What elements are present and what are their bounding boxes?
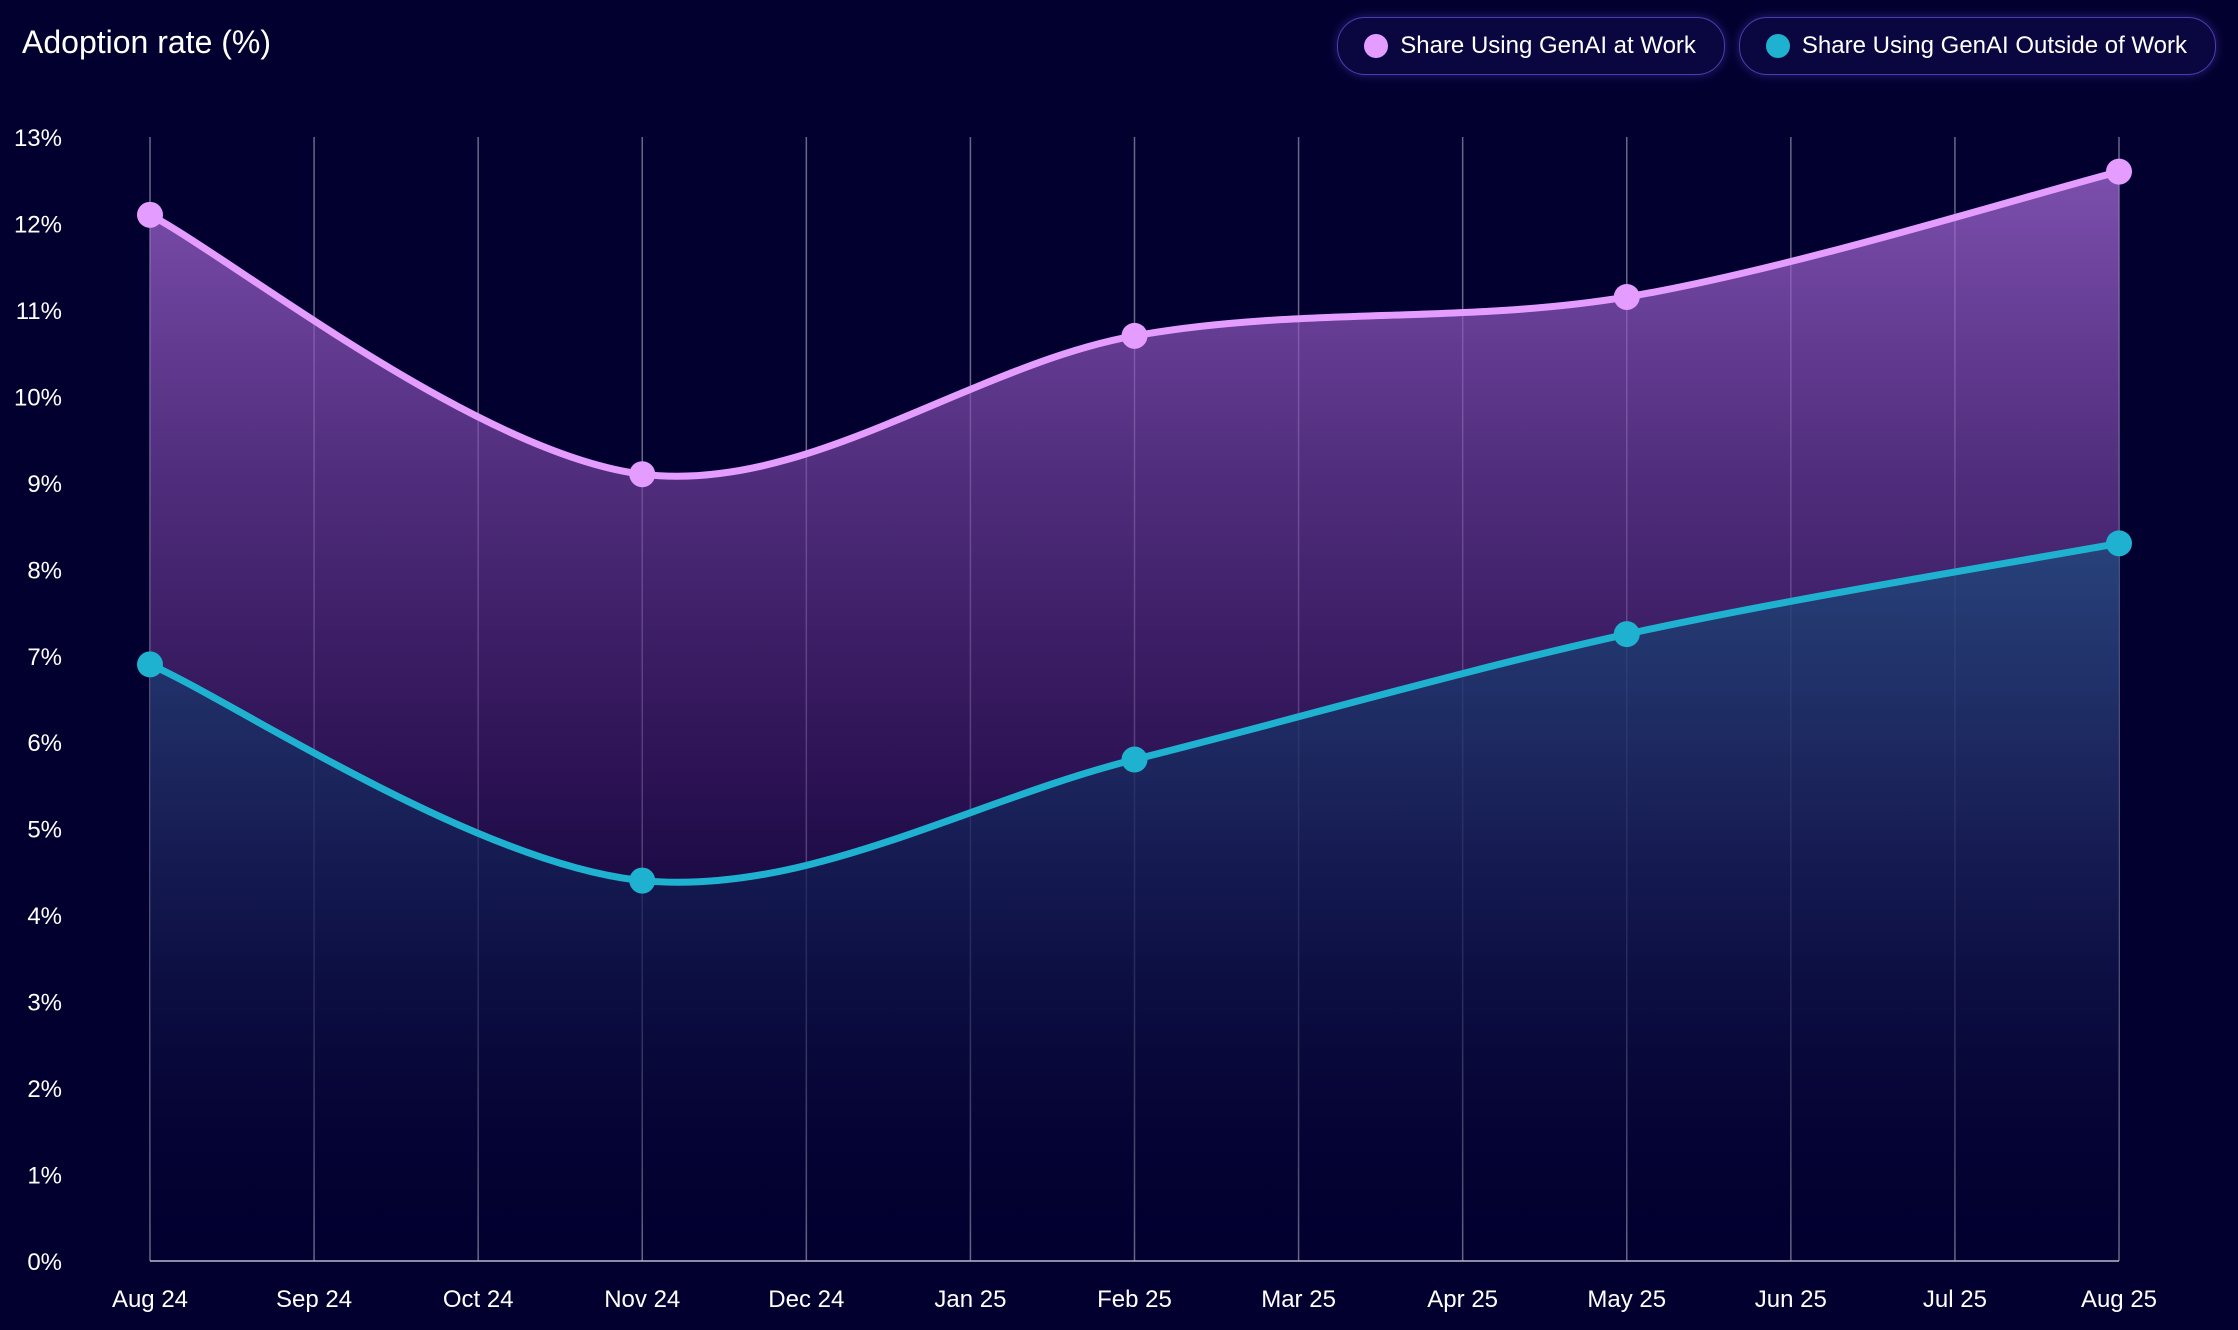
work-data-point-4 [2106, 158, 2132, 185]
y-tick-label: 9% [27, 471, 62, 498]
y-tick-label: 11% [16, 298, 62, 325]
y-tick-label: 3% [27, 990, 62, 1017]
x-tick-label: Jan 25 [934, 1286, 1006, 1313]
x-tick-label: Aug 25 [2081, 1286, 2157, 1313]
work-series-swatch-icon [1364, 34, 1389, 58]
x-tick-label: Feb 25 [1097, 1286, 1172, 1313]
y-tick-label: 12% [14, 211, 62, 238]
x-tick-label: Dec 24 [768, 1286, 844, 1313]
x-tick-label: Aug 24 [112, 1286, 188, 1313]
work-data-point-2 [1121, 322, 1148, 349]
work-data-point-0 [137, 201, 163, 228]
x-tick-label: Mar 25 [1261, 1286, 1336, 1313]
legend-item-work[interactable]: Share Using GenAI at Work [1337, 17, 1725, 75]
outside-data-point-0 [137, 651, 163, 678]
y-tick-label: 8% [27, 557, 62, 584]
x-tick-label: Apr 25 [1427, 1286, 1498, 1313]
outside-series-swatch-icon [1765, 34, 1790, 58]
x-tick-label: Nov 24 [604, 1286, 680, 1313]
y-tick-label: 1% [27, 1163, 62, 1190]
legend-label-work: Share Using GenAI at Work [1400, 32, 1696, 59]
y-tick-label: 13% [14, 125, 62, 152]
legend: Share Using GenAI at Work Share Using Ge… [1337, 17, 2216, 75]
outside-series-area [150, 543, 2119, 1261]
legend-item-outside[interactable]: Share Using GenAI Outside of Work [1738, 17, 2216, 75]
y-tick-label: 2% [27, 1076, 62, 1103]
y-tick-label: 4% [27, 903, 62, 930]
x-tick-label: Jun 25 [1755, 1286, 1827, 1313]
y-tick-label: 10% [14, 384, 62, 411]
x-tick-label: Jul 25 [1923, 1286, 1987, 1313]
y-axis-title: Adoption rate (%) [22, 24, 272, 60]
y-tick-label: 0% [27, 1249, 62, 1276]
work-data-point-1 [629, 461, 656, 488]
legend-label-outside: Share Using GenAI Outside of Work [1801, 32, 2187, 59]
x-tick-label: May 25 [1587, 1286, 1666, 1313]
y-tick-label: 5% [27, 817, 62, 844]
work-data-point-3 [1613, 283, 1640, 310]
x-tick-label: Oct 24 [443, 1286, 514, 1313]
outside-data-point-2 [1121, 746, 1148, 773]
outside-data-point-4 [2106, 530, 2132, 557]
outside-data-point-3 [1613, 621, 1640, 648]
y-tick-label: 7% [27, 644, 62, 671]
outside-data-point-1 [629, 867, 656, 894]
x-tick-label: Sep 24 [276, 1286, 352, 1313]
y-tick-label: 6% [27, 730, 62, 757]
